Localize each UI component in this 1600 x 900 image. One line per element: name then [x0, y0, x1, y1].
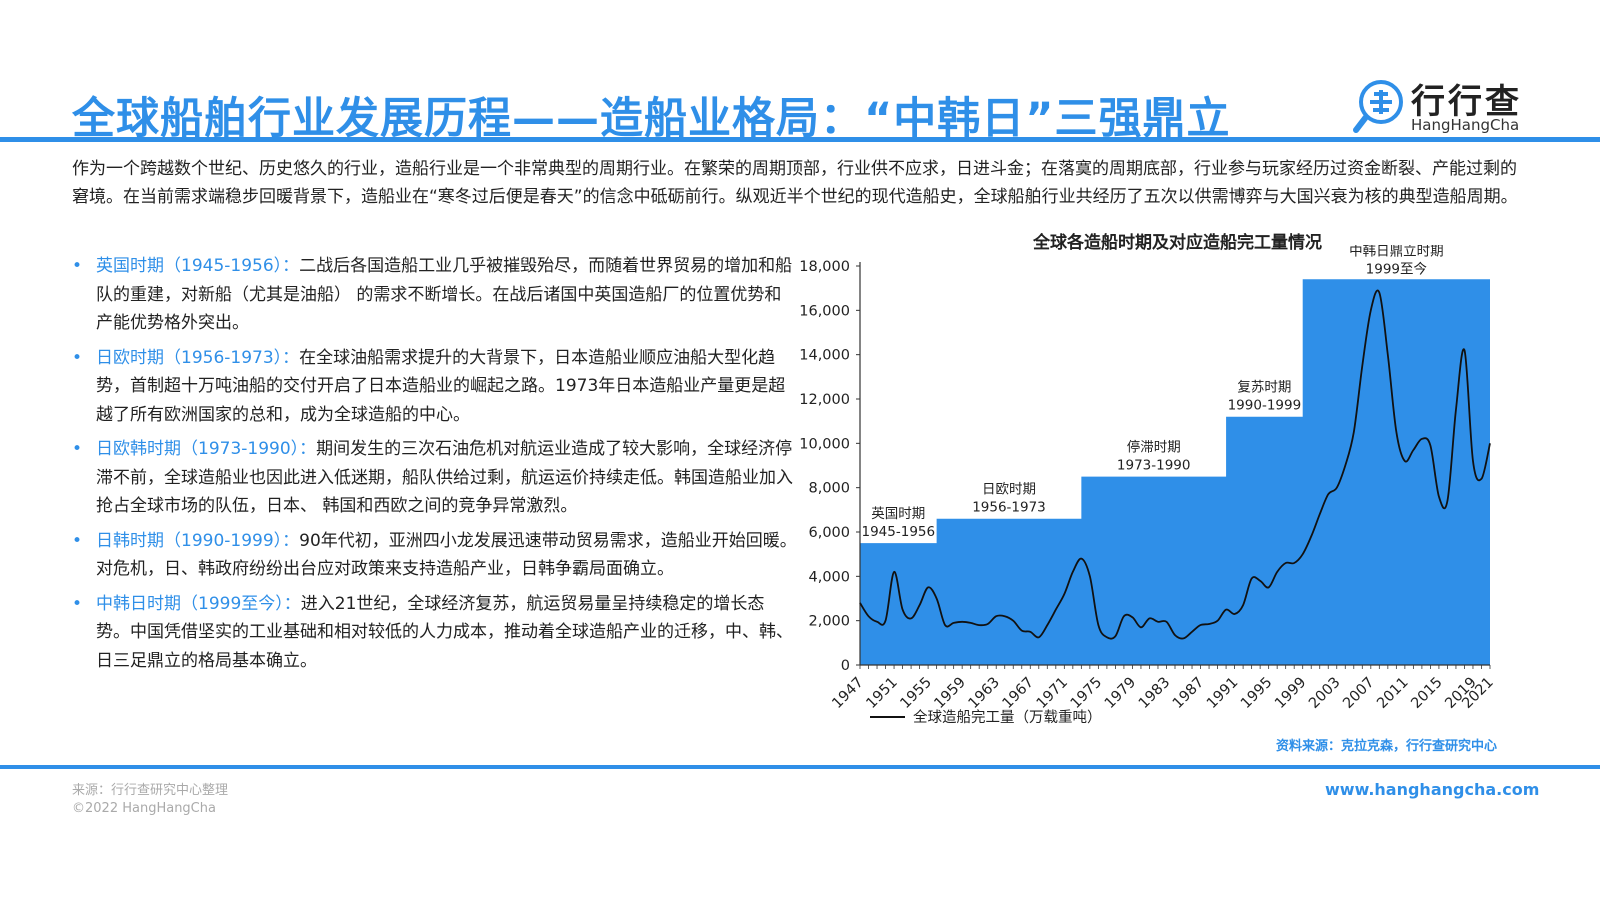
bullet-dot-icon: • [72, 593, 83, 614]
period-text: 二战后各国造船工业几乎被摧毁殆尽，而随着世界贸易的增加和船队的重建，对新船（尤其… [96, 256, 793, 333]
x-tick-label: 1975 [1068, 675, 1105, 712]
period-range-label: 1999至今 [1366, 261, 1428, 277]
period-label: 日欧时期 [982, 482, 1036, 498]
y-tick-label: 18,000 [799, 259, 850, 275]
list-item: • 英国时期（1945-1956）：二战后各国造船工业几乎被摧毁殆尽，而随着世界贸… [72, 252, 797, 338]
period-text: 在全球油船需求提升的大背景下，日本造船业顺应油船大型化趋势，首制超十万吨油船的交… [96, 347, 786, 425]
period-text: 90年代初，亚洲四小龙发展迅速带动贸易需求，造船业开始回暖。对危机，日、韩政府纷… [96, 530, 797, 580]
period-area [860, 279, 1490, 665]
period-range-label: 1990-1999 [1228, 398, 1302, 414]
x-tick-label: 1955 [898, 675, 935, 712]
period-heading: 日欧韩时期（1973-1990）： [96, 439, 317, 459]
x-tick-label: 2003 [1306, 675, 1343, 712]
list-item: • 日欧时期（1956-1973）：在全球油船需求提升的大背景下，日本造船业顺应油… [72, 344, 797, 430]
logo-subtitle: HangHangCha [1411, 116, 1520, 134]
period-label: 英国时期 [871, 505, 925, 522]
logo-name: 行行查 [1411, 82, 1522, 122]
period-heading: 英国时期（1945-1956）： [96, 256, 300, 276]
x-tick-label: 2007 [1340, 675, 1377, 712]
x-tick-label: 2015 [1408, 675, 1445, 712]
magnifier-logo-icon [1353, 80, 1403, 133]
period-label: 复苏时期 [1237, 379, 1291, 396]
footer-copyright: ©2022 HangHangCha [72, 801, 216, 816]
x-tick-label: 1979 [1102, 675, 1139, 712]
chart-title: 全球各造船时期及对应造船完工量情况 [1033, 233, 1322, 253]
x-tick-label: 1971 [1034, 675, 1071, 712]
period-heading: 日欧时期（1956-1973）： [96, 347, 300, 368]
page-title: 全球船舶行业发展历程——造船业格局：“中韩日”三强鼎立 [72, 94, 1231, 144]
y-tick-label: 4,000 [808, 569, 850, 585]
x-tick-label: 1995 [1238, 675, 1275, 712]
period-range-label: 1956-1973 [972, 500, 1046, 516]
chart-source: 资料来源：克拉克森，行行查研究中心 [1276, 739, 1498, 754]
y-tick-label: 8,000 [808, 481, 850, 497]
period-heading: 中韩日时期（1999至今）： [96, 593, 301, 614]
bullet-dot-icon: • [72, 347, 83, 368]
period-label: 停滞时期 [1127, 439, 1181, 456]
x-tick-label: 1991 [1204, 675, 1241, 712]
y-tick-label: 16,000 [799, 303, 850, 319]
bullet-dot-icon: • [72, 439, 83, 459]
x-tick-label: 1983 [1136, 675, 1173, 712]
y-tick-label: 14,000 [799, 348, 850, 364]
list-item: • 中韩日时期（1999至今）：进入21世纪，全球经济复苏，航运贸易量呈持续稳定的… [72, 590, 797, 676]
bullet-dot-icon: • [72, 256, 83, 276]
legend-label: 全球造船完工量（万载重吨） [913, 708, 1102, 726]
intro-paragraph: 作为一个跨越数个世纪、历史悠久的行业，造船行业是一个非常典型的周期行业。在繁荣的… [72, 159, 1518, 207]
series-line [859, 289, 1491, 640]
x-tick-label: 1959 [932, 675, 969, 712]
bullet-dot-icon: • [72, 530, 83, 551]
y-tick-label: 10,000 [799, 436, 850, 452]
completion-chart: 英国时期 1945-1956 日欧时期 1956-1973 停滞时期 1973-1990 复… [799, 245, 1497, 726]
x-tick-label: 1999 [1272, 675, 1309, 712]
x-tick-label: 1963 [966, 675, 1003, 712]
period-text: 进入21世纪，全球经济复苏，航运贸易量呈持续稳定的增长态势。中国凭借坚实的工业基… [96, 593, 793, 671]
y-tick-label: 6,000 [808, 525, 850, 541]
list-item: • 日韩时期（1990-1999）：90年代初，亚洲四小龙发展迅速带动贸易需求，造… [72, 527, 797, 584]
footer-source: 来源：行行查研究中心整理 [72, 783, 229, 798]
x-tick-label: 2011 [1374, 675, 1411, 712]
x-tick-label: 1967 [1000, 675, 1037, 712]
period-text: 期间发生的三次石油危机对航运业造成了较大影响，全球经济停滞不前，全球造船业也因此… [96, 439, 793, 516]
x-tick-label: 1951 [863, 675, 900, 712]
y-tick-label: 2,000 [808, 614, 850, 630]
period-list: • 英国时期（1945-1956）：二战后各国造船工业几乎被摧毁殆尽，而随着世界贸… [72, 252, 797, 681]
website-link[interactable]: www.hanghangcha.com [1325, 780, 1540, 799]
period-heading: 日韩时期（1990-1999）： [96, 530, 300, 551]
footer-divider [0, 765, 1600, 769]
header-divider [0, 137, 1600, 142]
y-tick-label: 0 [841, 658, 850, 674]
period-label: 中韩日鼎立时期 [1349, 245, 1444, 259]
y-tick-label: 12,000 [799, 392, 850, 408]
x-tick-label: 1947 [829, 675, 866, 712]
brand-logo[interactable]: 行行查 HangHangCha [1353, 78, 1533, 138]
x-tick-label: 1987 [1170, 675, 1207, 712]
period-range-label: 1973-1990 [1117, 458, 1191, 474]
list-item: • 日欧韩时期（1973-1990）：期间发生的三次石油危机对航运业造成了较大影响… [72, 435, 797, 521]
period-range-label: 1945-1956 [862, 524, 936, 540]
